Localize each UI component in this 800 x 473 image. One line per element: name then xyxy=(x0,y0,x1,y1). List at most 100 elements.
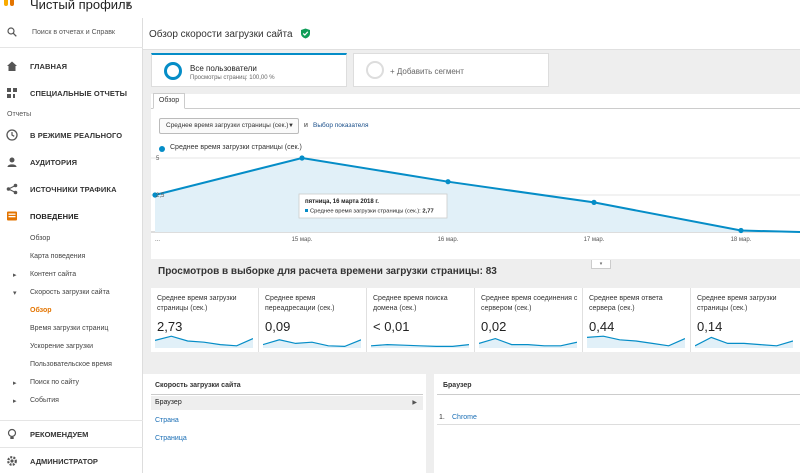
dimension-table: Скорость загрузки сайта Браузер ▶ Страна… xyxy=(143,374,800,473)
sidebar-item-label: АДМИНИСТРАТОР xyxy=(30,457,98,466)
sidebar-sub-site-content[interactable]: Контент сайта xyxy=(13,271,76,279)
sparkline xyxy=(155,335,253,348)
sidebar-item-behavior[interactable]: ПОВЕДЕНИЕ xyxy=(0,204,143,228)
metric-card-value: < 0,01 xyxy=(373,319,410,334)
data-point[interactable] xyxy=(152,192,158,198)
report-search[interactable]: Поиск в отчетах и Справк xyxy=(0,18,143,48)
line-chart[interactable]: 5 2,5... 15 мар. 16 мар. 17 мар. 18 мар. пятни… xyxy=(151,154,800,254)
view-selector[interactable]: Чистый профиль xyxy=(30,0,133,12)
metric-dropdown-value: Среднее время загрузки страницы (сек.) xyxy=(166,122,289,129)
metric-card-value: 0,44 xyxy=(589,319,615,334)
sparkline-line xyxy=(587,335,685,347)
segment-ring-icon xyxy=(164,62,182,80)
segment-all-users[interactable]: Все пользователи Просмотры страниц: 100,… xyxy=(151,53,347,87)
sidebar-item-label: РЕКОМЕНДУЕМ xyxy=(30,430,89,439)
metric-card-value: 0,09 xyxy=(265,319,291,334)
x-tick-label: 18 мар. xyxy=(731,237,752,243)
sparkline-line xyxy=(155,335,253,347)
dimension-page[interactable]: Страница xyxy=(155,435,187,442)
y-tick-label: 5 xyxy=(156,156,160,162)
data-point[interactable] xyxy=(445,179,451,185)
sparkline-line xyxy=(695,336,793,347)
tooltip-marker xyxy=(305,209,308,212)
metric-card-name: Среднее время загрузки страницы (сек.) xyxy=(697,295,777,312)
sparkline xyxy=(587,335,685,348)
dimension-country[interactable]: Страна xyxy=(155,417,179,424)
data-point[interactable] xyxy=(591,199,597,205)
data-point[interactable] xyxy=(738,227,744,234)
sparkline-area xyxy=(263,339,361,348)
sidebar-item-custom-reports[interactable]: СПЕЦИАЛЬНЫЕ ОТЧЕТЫ xyxy=(0,81,143,105)
add-segment-button[interactable]: + Добавить сегмент xyxy=(353,53,549,87)
sidebar: Поиск в отчетах и Справк ГЛАВНАЯ СПЕЦИАЛ… xyxy=(0,18,143,473)
metric-card[interactable]: Среднее время поиска домена (сек.) < 0,01 xyxy=(367,288,475,352)
metric-card[interactable]: Среднее время ответа сервера (сек.) 0,44 xyxy=(583,288,691,352)
sidebar-item-realtime[interactable]: В РЕЖИМЕ РЕАЛЬНОГО xyxy=(0,123,143,147)
sparkline-line xyxy=(263,339,361,348)
browser-link-chrome[interactable]: Chrome xyxy=(452,414,477,421)
lightbulb-icon xyxy=(7,428,17,439)
sparkline-line xyxy=(371,343,469,347)
table-row: 1. Chrome xyxy=(437,413,800,425)
tab-overview[interactable]: Обзор xyxy=(153,93,185,109)
sidebar-item-acquisition[interactable]: ИСТОЧНИКИ ТРАФИКА xyxy=(0,177,143,201)
sidebar-sub-page-timings[interactable]: Время загрузки страниц xyxy=(30,325,109,332)
behavior-icon xyxy=(7,211,17,221)
sidebar-sub-behavior-flow[interactable]: Карта поведения xyxy=(30,253,86,260)
dimension-browser[interactable]: Браузер ▶ xyxy=(151,396,423,410)
sidebar-item-admin[interactable]: АДМИНИСТРАТОР xyxy=(0,447,143,473)
sidebar-item-label: В РЕЖИМЕ РЕАЛЬНОГО xyxy=(30,131,123,140)
sidebar-item-label: ИСТОЧНИКИ ТРАФИКА xyxy=(30,185,117,194)
sidebar-sub-overview[interactable]: Обзор xyxy=(30,235,51,242)
search-icon xyxy=(7,27,17,37)
sparkline-area xyxy=(695,337,793,348)
sidebar-sub-site-speed[interactable]: Скорость загрузки сайта xyxy=(13,289,110,297)
explorer-panel: Обзор Среднее время загрузки страницы (с… xyxy=(151,93,800,260)
chart-resize-handle[interactable]: ▾ xyxy=(591,260,611,269)
x-tick-label: ... xyxy=(155,237,160,243)
metric-card[interactable]: Среднее время переадресации (сек.) 0,09 xyxy=(259,288,367,352)
home-icon xyxy=(7,61,17,71)
metric-dropdown[interactable]: Среднее время загрузки страницы (сек.) ▼ xyxy=(159,118,299,134)
segment-subtitle: Просмотры страниц: 100,00 % xyxy=(190,75,275,81)
dimension-heading: Скорость загрузки сайта xyxy=(155,382,241,389)
choose-metric-link[interactable]: Выбор показателя xyxy=(313,122,369,129)
sidebar-item-label: СПЕЦИАЛЬНЫЕ ОТЧЕТЫ xyxy=(30,89,128,98)
sparkline xyxy=(479,337,577,348)
results-heading: Браузер xyxy=(443,382,472,389)
sidebar-item-discover[interactable]: РЕКОМЕНДУЕМ xyxy=(0,420,143,446)
segment-title: Все пользователи xyxy=(190,64,257,73)
x-tick-label: 16 мар. xyxy=(438,237,459,243)
metric-card[interactable]: Среднее время загрузки страницы (сек.) 2,… xyxy=(151,288,259,352)
chart-tooltip xyxy=(298,193,448,219)
sparkline xyxy=(263,339,361,348)
metric-card[interactable]: Среднее время соединения с сервером (сек… xyxy=(475,288,583,352)
main-content: Обзор скорости загрузки сайта Все пользо… xyxy=(143,18,800,473)
metric-card-name: Среднее время поиска домена (сек.) xyxy=(373,295,448,312)
x-tick-label: 15 мар. xyxy=(292,237,313,243)
summary-bar: Просмотров в выборке для расчета времени… xyxy=(151,259,800,283)
search-input[interactable]: Поиск в отчетах и Справк xyxy=(32,29,115,36)
sidebar-item-home[interactable]: ГЛАВНАЯ xyxy=(0,54,143,78)
sidebar-sub-user-timings[interactable]: Пользовательское время xyxy=(30,361,112,368)
sidebar-sub-speed-suggestions[interactable]: Ускорение загрузки xyxy=(30,343,94,350)
analytics-logo-icon xyxy=(4,0,20,8)
tooltip-label: Среднее время загрузки страницы (сек.): … xyxy=(310,209,434,215)
sidebar-sub-events[interactable]: События xyxy=(13,397,59,405)
chevron-down-icon: ▼ xyxy=(288,123,294,129)
metric-card-value: 0,02 xyxy=(481,319,507,334)
metric-card[interactable]: Среднее время загрузки страницы (сек.) 0,… xyxy=(691,288,799,352)
reports-section-label: Отчеты xyxy=(7,111,32,118)
sparkline xyxy=(371,343,469,348)
sparkline-area xyxy=(587,336,685,348)
sidebar-sub-site-search[interactable]: Поиск по сайту xyxy=(13,379,79,387)
sidebar-item-audience[interactable]: АУДИТОРИЯ xyxy=(0,150,143,174)
metric-cards: Среднее время загрузки страницы (сек.) 2,… xyxy=(151,288,800,352)
page-header: Обзор скорости загрузки сайта xyxy=(143,18,800,50)
chart-legend-label: Среднее время загрузки страницы (сек.) xyxy=(170,144,302,151)
metric-card-name: Среднее время соединения с сервером (сек… xyxy=(481,295,578,312)
data-point[interactable] xyxy=(299,155,305,161)
sidebar-sub-speed-overview[interactable]: Обзор xyxy=(30,307,52,314)
chevron-down-icon[interactable]: ▼ xyxy=(124,0,133,9)
metric-card-name: Среднее время переадресации (сек.) xyxy=(265,295,335,312)
